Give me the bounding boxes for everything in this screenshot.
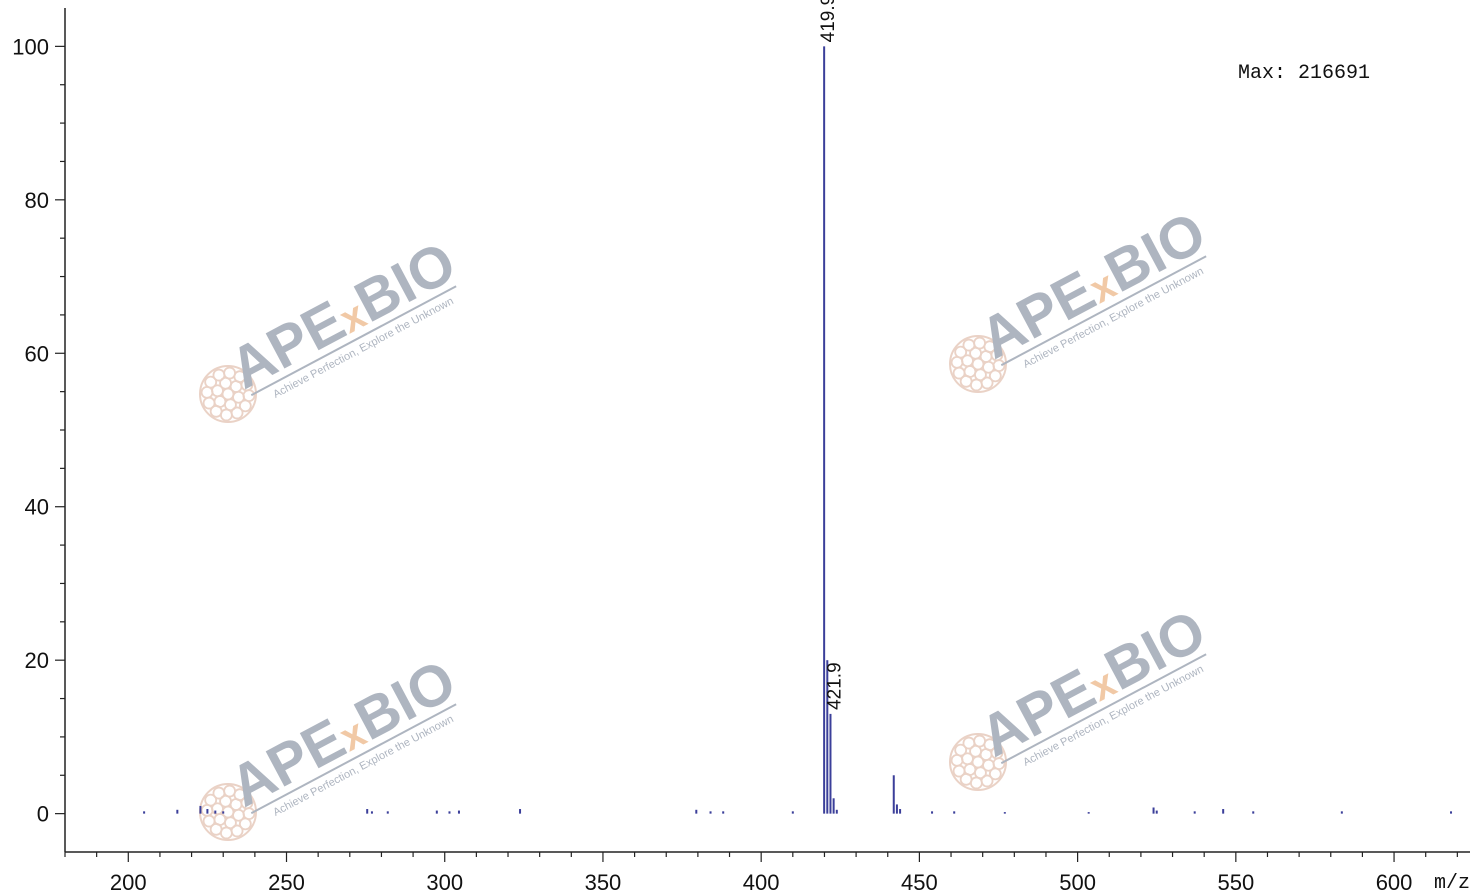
max-intensity-label: Max: 216691 [1238,62,1370,85]
peak-bar [222,811,225,814]
x-tick-label: 200 [110,870,147,895]
peak-bar [386,811,389,814]
peak-bar [899,809,902,814]
peak-bar [953,811,956,814]
watermark-logo-icon [199,365,257,423]
y-tick-label: 0 [37,802,49,827]
peak-bar [1450,811,1453,814]
y-tick-label: 60 [25,341,49,366]
peak-bar [826,660,829,814]
chart-labels: 419.9 421.9 Max: 216691 [818,0,1370,710]
peak-bar [931,811,934,814]
peak-bar [829,713,832,814]
x-axis-label: m/z [1434,872,1470,895]
x-tick-label: 550 [1217,870,1254,895]
peak-bar [199,805,202,814]
peak-bar [366,809,369,814]
peak-bar [448,811,451,814]
peak-label: 421.9 [824,662,845,710]
peak-bar [1222,809,1225,814]
peak-bar [206,809,209,814]
peak-bar [1003,812,1006,814]
watermark-logo-icon [949,733,1007,791]
peak-bar [832,798,835,814]
peak-bar [143,811,146,814]
peak-bar [722,811,725,814]
watermark-logo-icon [199,783,257,841]
peak-bar [1087,812,1090,814]
x-tick-label: 450 [901,870,938,895]
x-tick-label: 400 [743,870,780,895]
peak-bar [895,804,898,814]
peak-bar [214,810,217,814]
y-tick-label: 80 [25,188,49,213]
x-tick-label: 300 [426,870,463,895]
peak-bar [435,810,438,814]
peak-bar [1193,811,1196,814]
peak-bar [457,810,460,814]
peak-bar [1152,807,1155,814]
x-tick-label: 350 [585,870,622,895]
peak-bar [1340,811,1343,814]
peak-bar [176,809,179,814]
y-tick-label: 40 [25,495,49,520]
peak-bar [823,46,826,814]
peak-bar [519,809,522,814]
peak-bar [1252,811,1255,814]
peak-bar [892,775,895,814]
peak-bars [143,46,1453,814]
axes: 0 20 40 60 80 100 200 250 300 350 400 450 500 550 600 m… [12,8,1470,895]
peak-bar [835,809,838,814]
peak-label: 419.9 [818,0,839,42]
x-tick-label: 600 [1376,870,1413,895]
peak-bar [370,811,373,814]
x-tick-label: 250 [268,870,305,895]
peak-bar [695,809,698,814]
peak-bar [1155,810,1158,814]
peak-bar [791,811,794,814]
y-tick-label: 20 [25,648,49,673]
y-tick-label: 100 [12,34,49,59]
watermark-logo-icon [949,335,1007,393]
x-tick-label: 500 [1059,870,1096,895]
peak-bar [709,811,712,814]
